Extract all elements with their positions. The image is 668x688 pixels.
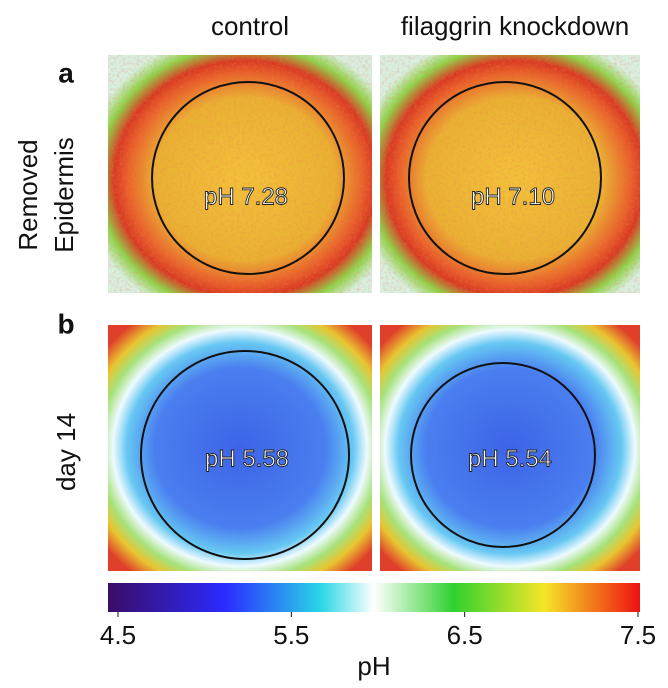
ph-label: pH 5.58: [205, 445, 289, 472]
column-title: control: [211, 11, 289, 41]
ph-label: pH 5.54: [468, 445, 552, 472]
tick-label: 4.5: [100, 620, 136, 650]
roi-circle: [408, 81, 602, 275]
heatmaps: [108, 55, 640, 571]
tick-label: 6.5: [447, 620, 483, 650]
roi-circle: [151, 81, 345, 275]
row-label: day 14: [51, 413, 81, 491]
tick-label: 5.5: [273, 620, 309, 650]
row-label: Removed: [13, 139, 43, 250]
panel-letter: a: [58, 57, 74, 88]
ph-label: pH 7.10: [471, 183, 555, 210]
roi-circle: [140, 350, 350, 560]
heatmap-texture: [108, 55, 372, 293]
ph-label: pH 7.28: [204, 183, 288, 210]
tick-label: 7.5: [620, 620, 656, 650]
heatmap: [108, 325, 372, 571]
column-title: filaggrin knockdown: [401, 11, 629, 41]
colorbar-label: pH: [357, 651, 390, 681]
heatmap-texture: [380, 55, 640, 293]
heatmap: [380, 325, 640, 571]
colorbar: [108, 583, 640, 612]
roi-circle: [410, 362, 596, 548]
panel-letter: b: [57, 308, 74, 339]
row-label: Epidermis: [49, 137, 79, 253]
